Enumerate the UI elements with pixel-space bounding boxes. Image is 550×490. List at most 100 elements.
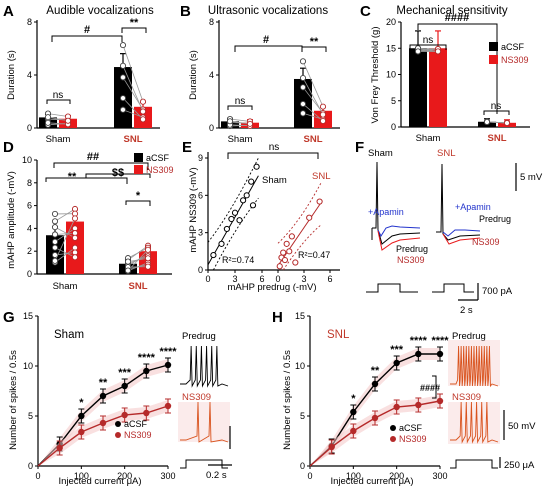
point-g-ns309-200	[121, 411, 128, 419]
legend-marker-acsf-h	[390, 425, 396, 431]
dot-d-1-ns309-8	[144, 246, 152, 253]
sig-stars-a: **	[130, 17, 139, 29]
panel-g: G Sham Number of spikes / 0.5s Injected …	[3, 309, 232, 487]
label-ns309-snl: NS309	[472, 237, 500, 247]
bars-b	[221, 58, 332, 130]
spike-traces-g	[178, 345, 230, 469]
x-category-sham-b: Sham	[228, 134, 253, 145]
dot-b-1-ns309-4	[319, 111, 327, 118]
panel-f: F Sham SNL +Apamin +Apamin Predrug Predr…	[355, 139, 543, 316]
dot-a-1-acsf-0	[119, 106, 127, 113]
scale-250pa: 250 μA	[504, 460, 535, 471]
dot-d-0-ns309-8	[71, 215, 79, 222]
y-axis-label-a: Duration (s)	[6, 50, 17, 100]
legend-label-acsf-d: aCSF	[146, 153, 170, 163]
panel-g-xtick-label-200: 200	[117, 471, 132, 481]
trace-predrug-g	[180, 345, 229, 388]
chart-title-h: SNL	[327, 329, 350, 341]
dot-c-1-acsf-6	[483, 118, 491, 126]
point-e-sham-7	[243, 192, 250, 199]
sig-ns-c-snl: ns	[491, 101, 502, 112]
series-label-sham-e: Sham	[262, 175, 287, 186]
trace-label-ns309-h: NS309	[452, 392, 481, 403]
r2-snl-e: R²=0.47	[298, 250, 330, 260]
point-e-snl-4	[283, 240, 290, 247]
trace-title-snl: SNL	[437, 148, 455, 159]
legend-marker-ns309-h	[390, 436, 396, 442]
dot-c-0-acsf-6	[414, 48, 422, 55]
pair-line-d-0-8	[54, 218, 76, 261]
panel-e-ytick-label-0: 0	[198, 265, 203, 275]
sig-stars-b: **	[310, 36, 319, 48]
panel-a-ytick-label-0: 0	[27, 123, 32, 133]
dot-d-1-acsf-8	[124, 267, 132, 274]
y-axis-label-d: mAHP amplitude (-mV)	[6, 171, 17, 269]
ci-upper-e-0	[207, 157, 259, 243]
dot-d-0-acsf-1	[51, 238, 59, 245]
pair-line-d-0-2	[54, 208, 76, 222]
scale-2s: 2 s	[460, 305, 473, 316]
y-axis-label-b: Duration (s)	[188, 50, 199, 100]
scatter-e	[207, 157, 323, 271]
pair-line-c-0-5	[417, 47, 439, 50]
y-ticks-c: 0 5 10 15 20	[386, 17, 401, 132]
trace-snl-f	[436, 163, 481, 245]
legend-d: aCSF NS309	[134, 153, 174, 175]
panel-c-ytick-label-15: 15	[386, 43, 396, 53]
panel-h-xtick-label-100: 100	[346, 471, 361, 481]
point-e-sham-4	[231, 209, 239, 216]
legend-marker-acsf-g	[115, 421, 121, 427]
panel-g-ytick-label-10: 10	[23, 361, 33, 371]
sig-star-d: *	[136, 190, 141, 202]
pair-line-d-0-7	[54, 226, 76, 239]
trace-predrug-h	[450, 345, 499, 388]
legend-label-ns309-g: NS309	[124, 430, 152, 440]
pair-line-a-1-2	[122, 44, 144, 102]
panel-c: C Mechanical sensitivity Von Frey Thresh…	[360, 3, 530, 144]
trace-title-sham: Sham	[368, 148, 393, 159]
pair-line-a-1-4	[122, 65, 144, 112]
x-category-sham-a: Sham	[46, 134, 71, 145]
y-axis-label-g: Number of spikes / 0.5s	[8, 350, 19, 450]
label-apamin-sham: +Apamin	[368, 207, 404, 217]
point-e-snl-6	[288, 233, 295, 240]
point-h-acsf-100	[350, 408, 357, 416]
dot-d-1-acsf-7	[124, 258, 132, 265]
point-e-sham-3	[228, 215, 235, 223]
scale-50mv: 50 mV	[508, 421, 536, 432]
panel-h-xtick-label-0: 0	[307, 471, 312, 481]
y-axis-label-h: Number of spikes / 0.5s	[282, 350, 293, 450]
dot-a-1-acsf-3	[119, 95, 127, 102]
point-h-acsf-150	[371, 380, 379, 388]
pair-line-a-0-3	[47, 122, 69, 125]
spike-traces-h	[448, 340, 500, 469]
sig-hash-b: #	[263, 34, 269, 46]
point-g-ns309-150	[99, 419, 107, 427]
scalebar-f	[458, 163, 517, 301]
sig-brackets-d	[45, 162, 151, 206]
legend-label-acsf-g: aCSF	[124, 419, 148, 429]
panel-b-ytick-label-8: 8	[209, 17, 214, 27]
panel-e-ytick-label-3: 3	[198, 228, 203, 238]
x-category-snl-b: SNL	[304, 134, 323, 145]
point-g-acsf-100	[78, 412, 85, 420]
ci-upper-e-1	[277, 182, 322, 244]
point-g-ns309-250	[143, 409, 150, 417]
panel-b-ytick-label-4: 4	[209, 70, 214, 80]
panel-e: E mAHP NS309 (-mV) mAHP predrug (-mV) 0 3…	[182, 139, 340, 293]
trace-label-ns309-g: NS309	[182, 392, 211, 403]
label-ns309-sham: NS309	[397, 255, 425, 265]
legend-swatch-ns309-c	[489, 55, 498, 64]
panel-e-ytick-label-6: 6	[198, 190, 203, 200]
bar-c-sham-ns309	[429, 48, 447, 127]
panel-d-ytick-label-2: 2	[27, 246, 32, 256]
pair-line-d-0-0	[54, 247, 76, 263]
x-category-snl-a: SNL	[124, 134, 143, 145]
chart-title-a: Audible vocalizations	[46, 5, 154, 17]
pair-line-c-1-6	[486, 121, 508, 124]
chart-title-g: Sham	[54, 329, 84, 341]
line-plot-g: ********** ****	[37, 346, 177, 467]
panel-d-ytick-label-8: 8	[27, 178, 32, 188]
pair-line-b-0-2	[229, 118, 251, 122]
